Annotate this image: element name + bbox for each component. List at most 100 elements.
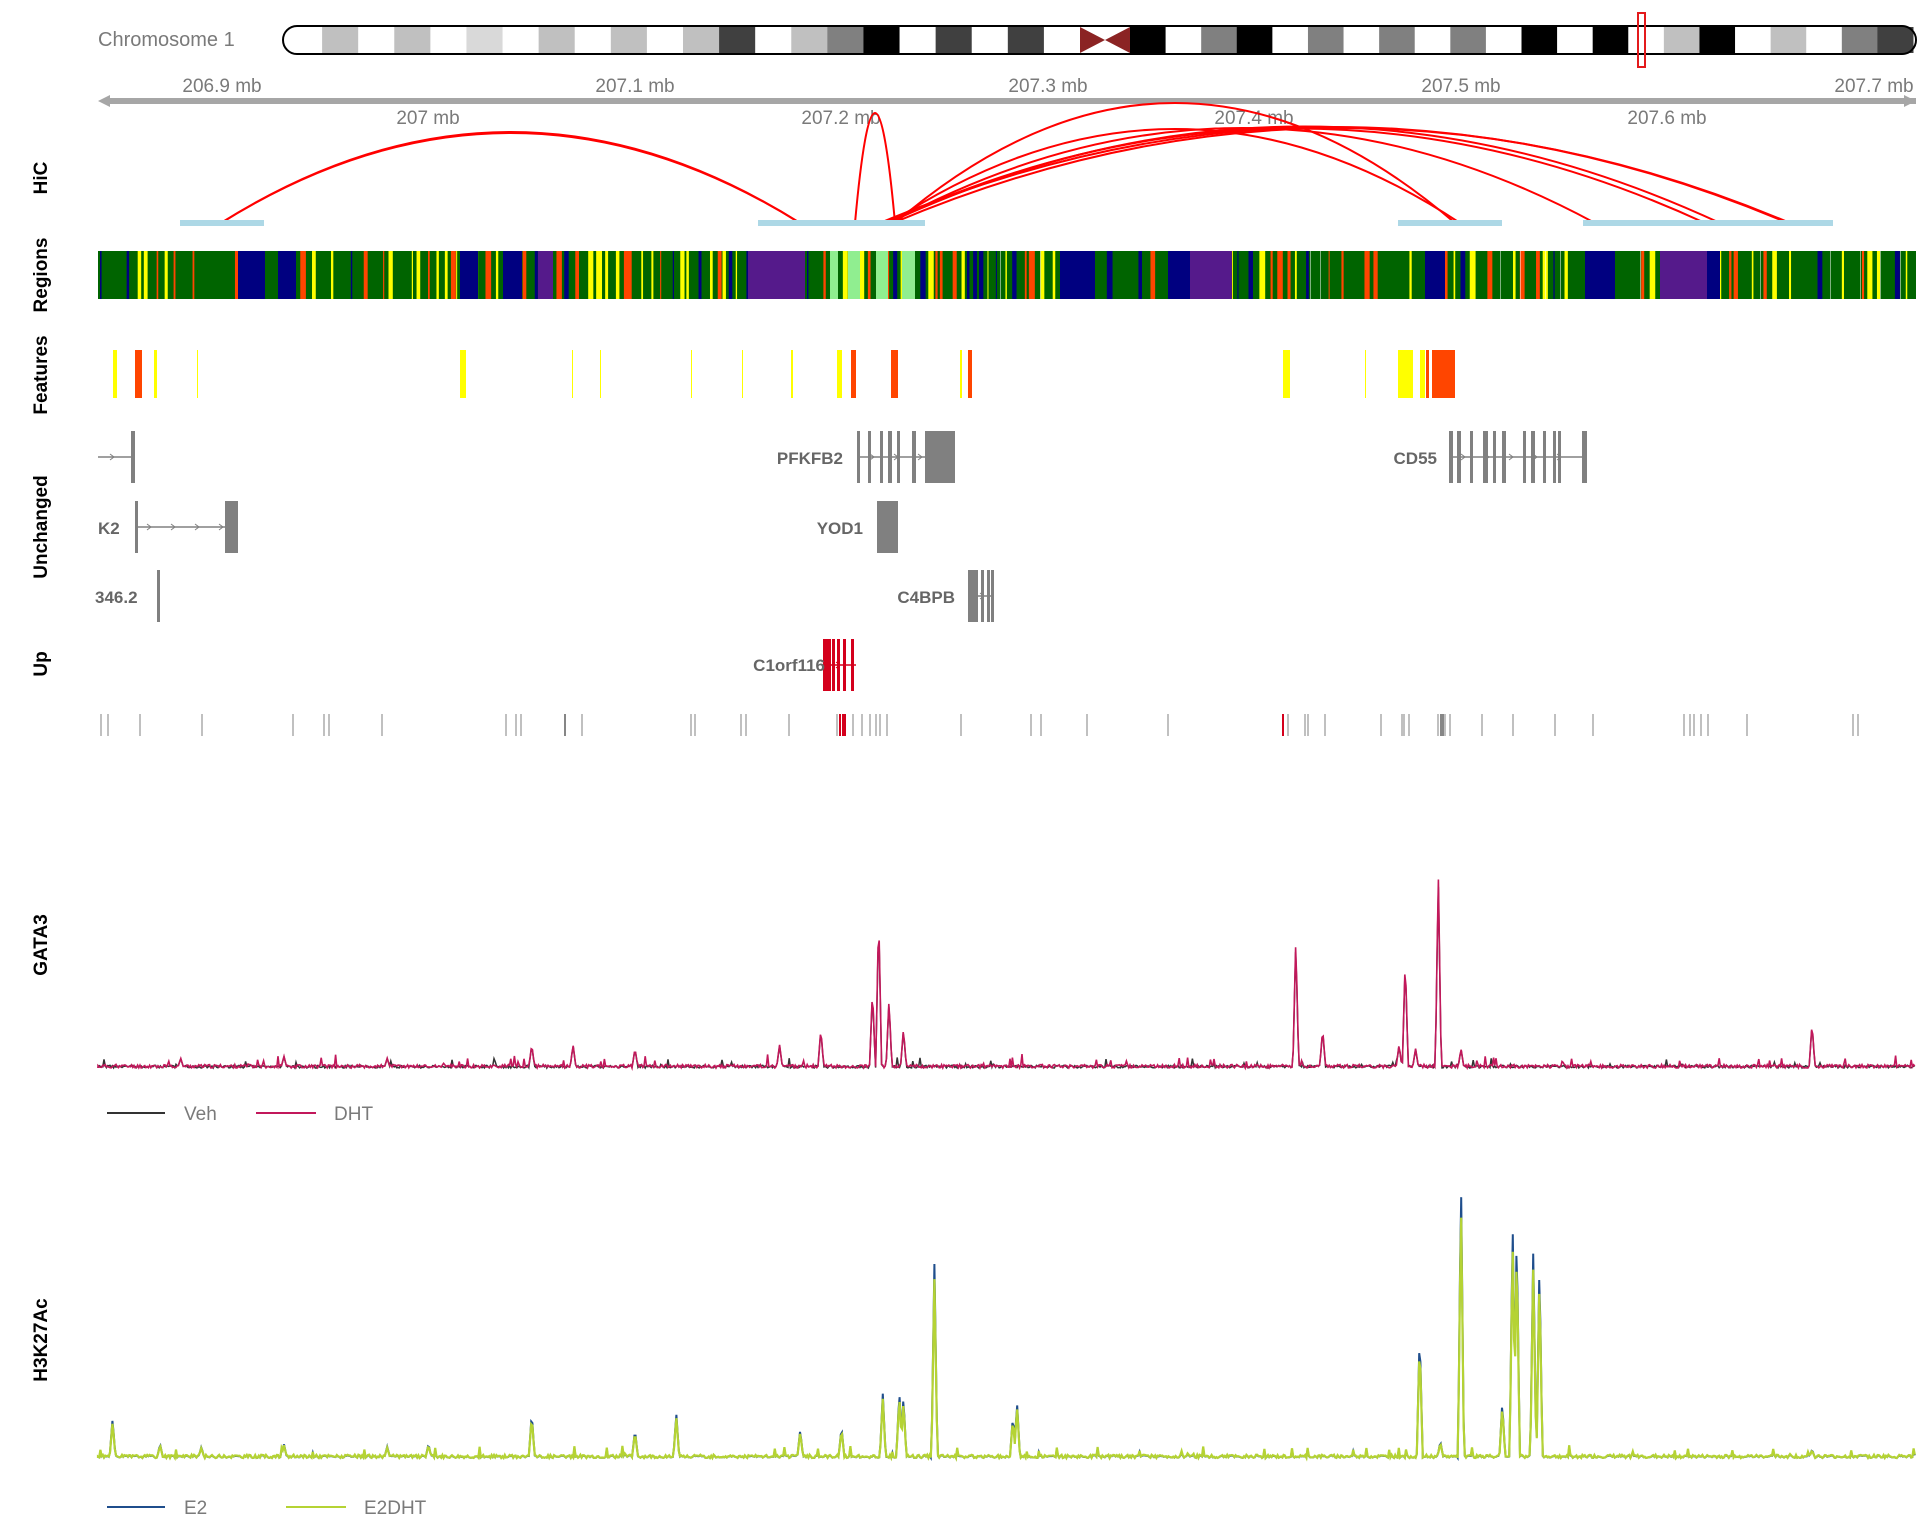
region-segment <box>1861 251 1865 299</box>
gata3-dht-signal <box>97 879 1916 1071</box>
gene-label: C1orf116 <box>753 656 825 675</box>
ideogram-band <box>646 27 684 53</box>
ideogram-band <box>1735 27 1772 53</box>
region-segment <box>928 251 934 299</box>
region-segment <box>388 251 393 299</box>
hic-anchors <box>180 220 1833 226</box>
gene-strand-arrow <box>917 453 923 461</box>
axis-tick-label: 207.3 mb <box>1008 76 1087 97</box>
hic-anchor <box>180 220 264 226</box>
axis-tick-label: 207.4 mb <box>1214 108 1293 129</box>
region-segment <box>564 251 569 299</box>
region-segment <box>1453 251 1456 299</box>
gene-exon <box>1543 431 1546 483</box>
region-segment <box>1024 251 1027 299</box>
axis-tick-label: 207.1 mb <box>595 76 674 97</box>
gene-exon <box>868 431 871 483</box>
gene-exon <box>823 639 831 691</box>
feature-block <box>460 350 466 398</box>
region-segment <box>1553 251 1555 299</box>
unchanged-genes-track: K2 PFKFB2 CD55 YOD1 346.2 C4BPB <box>95 431 1587 622</box>
hic-arc <box>892 127 1791 224</box>
region-segment <box>686 251 689 299</box>
ideogram-band <box>1699 27 1736 53</box>
region-segment <box>1905 251 1908 299</box>
gene-exon <box>981 570 984 622</box>
region-segment <box>1729 251 1732 299</box>
region-segment <box>1138 251 1143 299</box>
region-segment <box>300 251 306 299</box>
gene-exon <box>843 639 846 691</box>
region-divider <box>1320 251 1321 299</box>
region-segment <box>192 251 195 299</box>
region-segment <box>503 251 522 299</box>
region-segment <box>1060 251 1095 299</box>
axis-tick-label: 207.5 mb <box>1421 76 1500 97</box>
ideogram-band <box>1592 27 1629 53</box>
ideogram-band <box>1043 27 1081 53</box>
region-segment <box>1294 251 1297 299</box>
region-segment <box>173 251 176 299</box>
region-divider <box>1640 251 1641 299</box>
feature-block <box>135 350 142 398</box>
region-segment <box>709 251 713 299</box>
region-segment <box>939 251 943 299</box>
region-divider <box>1545 251 1546 299</box>
hic-arc <box>889 128 1461 224</box>
ideogram-band <box>1201 27 1238 53</box>
region-segment <box>717 251 722 299</box>
ideogram-band <box>1450 27 1487 53</box>
gene-label: PFKFB2 <box>777 449 843 468</box>
region-segment <box>848 251 860 299</box>
region-segment <box>411 251 413 299</box>
region-segment <box>1487 251 1493 299</box>
feature-block <box>791 350 793 398</box>
region-divider <box>1310 251 1311 299</box>
gene-label: C4BPB <box>897 588 955 607</box>
region-segment <box>1751 251 1754 299</box>
region-segment <box>1328 251 1330 299</box>
region-divider <box>1830 251 1831 299</box>
region-segment <box>596 251 603 299</box>
region-divider <box>1040 251 1041 299</box>
feature-block <box>742 350 743 398</box>
region-segment <box>1585 251 1615 299</box>
gene-strand-arrow <box>1508 453 1514 461</box>
ideogram-band <box>466 27 504 53</box>
region-divider <box>1560 251 1561 299</box>
ideogram-band <box>1130 27 1167 53</box>
region-segment <box>538 251 553 299</box>
region-segment <box>952 251 957 299</box>
gene-exon <box>1582 431 1587 483</box>
h3k27ac-e2dht-signal <box>96 1217 1916 1463</box>
chromosome-label: Chromosome 1 <box>98 29 235 51</box>
gene-exon <box>888 431 892 483</box>
region-segment <box>1733 251 1738 299</box>
gene-exon <box>135 501 138 553</box>
region-segment <box>876 251 888 299</box>
region-segment <box>995 251 997 299</box>
hic-arc <box>889 127 1596 224</box>
region-segment <box>522 251 527 299</box>
feature-block <box>968 350 972 398</box>
gene-exon <box>157 570 160 622</box>
region-segment <box>575 251 580 299</box>
region-segment <box>615 251 620 299</box>
region-segment <box>1040 251 1045 299</box>
region-segment <box>867 251 871 299</box>
gene-exon <box>1470 431 1473 483</box>
region-segment <box>1876 251 1881 299</box>
region-segment <box>383 251 385 299</box>
region-segment <box>1287 251 1291 299</box>
region-segment <box>1867 251 1873 299</box>
axis-tick-label: 207.7 mb <box>1834 76 1913 97</box>
region-segment <box>1248 251 1253 299</box>
gene-exon <box>1531 431 1535 483</box>
hic-track <box>180 102 1833 226</box>
region-segment <box>987 251 989 299</box>
region-segment <box>961 251 965 299</box>
ideogram-band <box>1557 27 1594 53</box>
track-label-hic: HiC <box>31 161 52 194</box>
ideogram-band <box>1307 27 1345 53</box>
